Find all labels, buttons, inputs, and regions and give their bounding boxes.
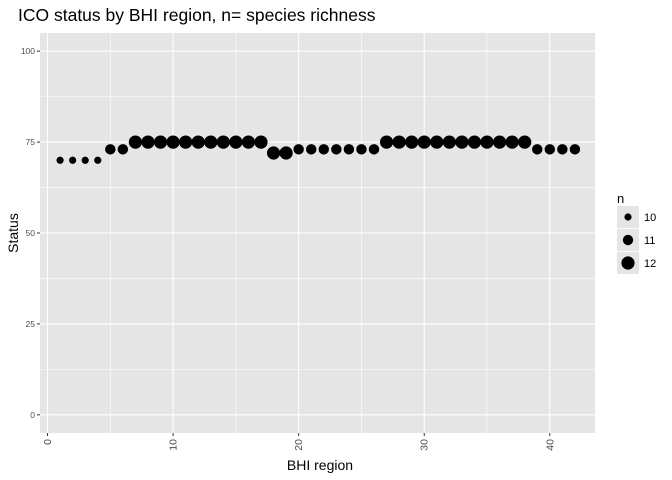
data-point — [293, 144, 304, 155]
y-tick-label: 0 — [30, 410, 35, 420]
data-point — [405, 135, 419, 149]
data-point — [56, 156, 64, 164]
data-point — [166, 135, 180, 149]
legend-key-point — [624, 213, 632, 221]
data-point — [153, 135, 168, 149]
data-point — [343, 144, 355, 155]
data-point — [455, 135, 469, 149]
data-point — [467, 135, 482, 149]
data-point — [544, 144, 555, 155]
data-point — [279, 146, 293, 160]
data-point — [356, 144, 367, 155]
data-point — [105, 144, 116, 155]
data-point — [480, 135, 494, 149]
data-point — [569, 144, 581, 155]
data-point — [518, 135, 532, 149]
data-point — [331, 144, 342, 155]
x-tick-label: 10 — [168, 439, 180, 451]
grid-lines — [40, 33, 595, 433]
data-point — [117, 144, 129, 155]
data-point — [191, 135, 205, 149]
legend-label: 12 — [644, 258, 656, 270]
data-point — [204, 135, 218, 149]
y-tick-label: 50 — [26, 228, 36, 238]
data-point — [532, 144, 543, 155]
data-point — [128, 135, 143, 149]
x-axis-title: BHI region — [287, 457, 353, 473]
x-tick-label: 20 — [293, 439, 305, 451]
data-point — [254, 135, 268, 149]
legend-key-point — [621, 256, 635, 270]
data-point — [442, 135, 456, 149]
legend-label: 10 — [644, 212, 656, 224]
data-point — [229, 135, 243, 149]
y-tick-label: 75 — [26, 137, 36, 147]
y-axis-title: Status — [5, 213, 21, 253]
data-point — [241, 135, 256, 149]
data-point — [81, 156, 89, 164]
data-point — [492, 135, 507, 149]
y-tick-label: 25 — [26, 319, 36, 329]
data-point — [392, 135, 406, 149]
legend-label: 11 — [644, 235, 655, 247]
data-point — [557, 144, 568, 155]
axis-ticks: 0 25 50 75 100 0 10 20 30 40 — [21, 46, 556, 451]
legend: n 10 11 12 — [617, 191, 656, 274]
data-point — [179, 135, 193, 149]
x-tick-label: 0 — [42, 439, 54, 445]
legend-title: n — [617, 191, 624, 206]
data-point — [141, 135, 155, 149]
data-point — [379, 135, 394, 149]
x-tick-label: 30 — [419, 439, 431, 451]
data-point — [266, 146, 281, 160]
data-point — [306, 144, 317, 155]
y-tick-label: 100 — [21, 46, 35, 56]
data-point — [368, 144, 380, 155]
legend-key-point — [622, 234, 634, 246]
data-point — [69, 156, 77, 164]
x-tick-label: 40 — [544, 439, 556, 451]
data-points — [56, 135, 581, 164]
data-point — [216, 135, 230, 149]
chart-title: ICO status by BHI region, n= species ric… — [18, 5, 376, 25]
data-point — [430, 135, 444, 149]
data-point — [505, 135, 519, 149]
data-point — [417, 135, 431, 149]
data-point — [318, 144, 329, 155]
data-point — [94, 156, 102, 164]
